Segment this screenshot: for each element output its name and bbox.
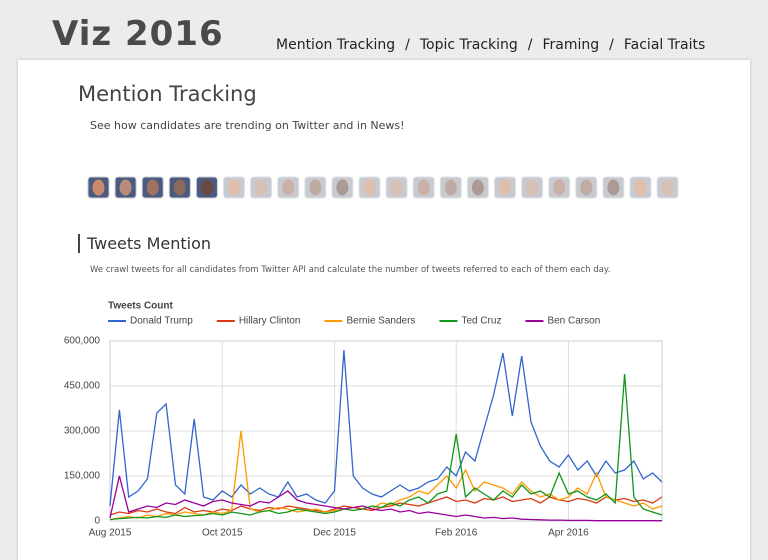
candidate-thumbnail[interactable] [521,176,544,199]
data-line [109,349,663,507]
candidate-thumbnail[interactable] [412,176,435,199]
chart-title: Tweets Count [108,301,173,312]
nav-separator: / [527,37,533,53]
legend-label: Ted Cruz [461,316,501,327]
candidate-thumbnail[interactable] [195,176,218,199]
nav-separator: / [405,37,410,53]
x-tick-label: Dec 2015 [313,528,356,539]
y-tick-label: 300,000 [64,426,101,437]
logo[interactable]: Viz 2016 [52,14,224,54]
candidate-thumbnail[interactable] [250,176,273,199]
candidate-thumbnail[interactable] [629,176,652,199]
x-tick-label: Oct 2015 [202,528,243,539]
candidate-thumbnail[interactable] [87,176,110,199]
nav: Mention Tracking / Topic Tracking / Framing /… [276,37,705,53]
candidate-thumbnail[interactable] [331,176,354,199]
candidate-thumbnail[interactable] [466,176,489,199]
candidate-thumbnail[interactable] [168,176,191,199]
nav-separator: / [609,37,614,53]
candidate-thumbnail[interactable] [548,176,571,199]
page-title: Mention Tracking [78,82,257,106]
candidate-thumbnail[interactable] [223,176,245,199]
nav-link[interactable]: Topic Tracking [419,37,518,53]
content-card [18,60,750,560]
candidate-thumbnail[interactable] [602,176,625,199]
candidate-thumbnail[interactable] [277,176,300,199]
candidate-thumbnail[interactable] [439,176,462,199]
data-line [109,475,662,522]
y-tick-label: 450,000 [64,381,101,392]
candidate-thumbnail[interactable] [494,176,516,199]
x-tick-label: Apr 2016 [548,528,589,539]
legend-label: Bernie Sanders [347,316,416,327]
y-tick-label: 0 [94,516,100,527]
x-tick-label: Feb 2016 [435,528,478,539]
y-tick-label: 150,000 [64,471,101,482]
nav-link[interactable]: Framing [542,37,600,53]
candidate-thumbnail[interactable] [358,176,381,199]
candidate-thumbnail[interactable] [304,176,327,199]
section-title: Tweets Mention [78,234,211,253]
candidate-thumbnail[interactable] [141,176,164,199]
page-subtitle: See how candidates are trending on Twitt… [90,119,405,132]
nav-link[interactable]: Facial Traits [623,37,706,53]
nav-link[interactable]: Mention Tracking [276,37,396,53]
plot-frame [109,340,663,522]
data-line [109,373,663,521]
x-tick-label: Aug 2015 [89,528,132,539]
y-tick-label: 600,000 [64,336,101,347]
legend-label: Donald Trump [130,316,193,327]
candidate-thumbnail[interactable] [385,176,408,199]
candidate-thumbnail[interactable] [656,176,679,199]
legend-label: Hillary Clinton [239,316,301,327]
data-line [109,496,663,516]
section-description: We crawl tweets for all candidates from … [90,265,611,275]
candidate-thumbnail[interactable] [114,176,137,199]
candidate-thumbnail[interactable] [575,176,598,199]
legend-label: Ben Carson [547,316,600,327]
